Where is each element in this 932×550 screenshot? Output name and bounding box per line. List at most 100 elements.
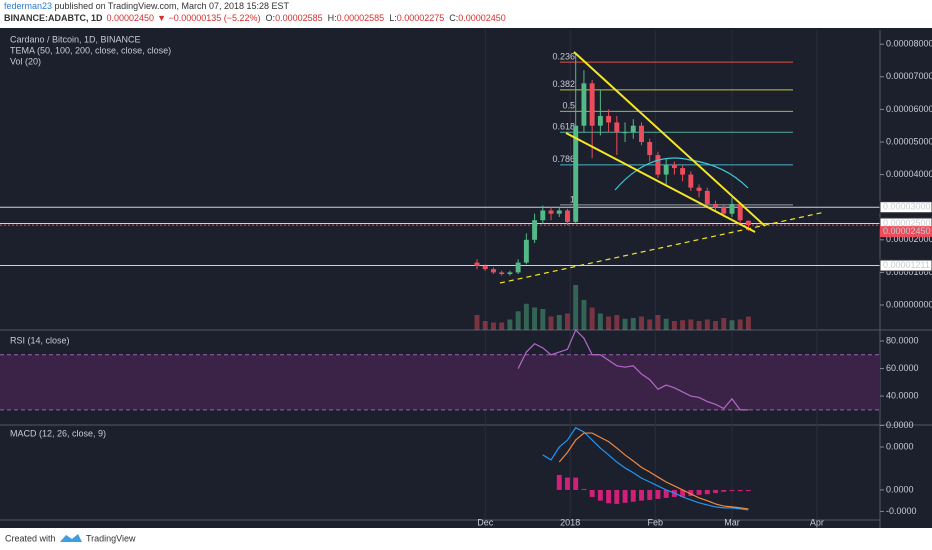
candle-body: [490, 269, 496, 273]
macd-histogram-bar: [737, 489, 743, 492]
macd-histogram-bar: [704, 489, 710, 495]
candle-body: [474, 262, 480, 266]
rsi-band: [0, 354, 880, 410]
price-box-label: 0.00001211: [883, 260, 930, 270]
volume-bar: [639, 316, 644, 330]
volume-bar: [688, 319, 694, 330]
macd-histogram-bar: [680, 489, 686, 497]
macd-histogram-bar: [589, 489, 595, 497]
y-tick-label: 60.0000: [886, 363, 919, 373]
indicator-label: Vol (20): [10, 56, 41, 66]
fib-label: 0.236: [552, 52, 575, 62]
volume-bar: [721, 318, 727, 330]
volume-bar: [663, 318, 669, 330]
fib-label: 1: [570, 194, 575, 204]
macd-histogram-bar: [614, 489, 620, 504]
logo: [60, 534, 82, 542]
candle-body: [729, 203, 735, 214]
y-tick-label: 0.00004000: [886, 169, 932, 179]
candle-body: [614, 122, 620, 133]
volume-bar: [713, 321, 718, 330]
candle-body: [515, 262, 521, 273]
ohlc-value: 0.00002275: [397, 13, 445, 23]
y-tick-label: 0.00005000: [886, 136, 932, 146]
footer-brand[interactable]: TradingView: [86, 533, 136, 543]
published: published on TradingView.com, March 07, …: [52, 1, 289, 11]
candle-body: [639, 125, 644, 143]
y-tick-label: 0.0000: [886, 484, 914, 494]
volume-bar: [540, 309, 546, 330]
macd-histogram-bar: [721, 489, 727, 492]
macd-histogram-bar: [745, 489, 751, 491]
macd-histogram-bar: [581, 488, 587, 490]
candle-body: [696, 187, 702, 191]
x-tick-label: 2018: [560, 517, 580, 527]
volume-bar: [622, 318, 628, 330]
volume-bar: [655, 315, 661, 330]
ohlc-value: 0.00002585: [337, 13, 385, 23]
candle-body: [680, 168, 686, 175]
price-box: [879, 259, 932, 272]
header-line: federman23 published on TradingView.com,…: [4, 1, 290, 11]
volume-bar: [745, 316, 751, 330]
candle-body: [507, 272, 513, 275]
price-box-label: 0.00003000: [883, 202, 931, 212]
footer-bar: [0, 528, 932, 550]
candle-body: [745, 220, 751, 226]
ohlc-value: 0.00002450: [458, 13, 506, 23]
ohlc-label: H:: [328, 13, 337, 23]
volume-bar: [523, 303, 529, 330]
candle-body: [655, 155, 661, 175]
author[interactable]: federman23: [4, 1, 52, 11]
fib-label: 0.618: [552, 122, 575, 132]
y-tick-label: 0.00007000: [886, 71, 932, 81]
volume-bar: [548, 316, 554, 330]
volume-bar: [729, 320, 735, 330]
candle-body: [573, 125, 579, 222]
last: 0.00002450: [107, 13, 155, 23]
rsi-line: [517, 328, 749, 411]
macd-histogram-bar: [622, 489, 628, 503]
wedge-line: [565, 132, 756, 233]
candle-body: [540, 210, 546, 221]
candle-body: [671, 164, 677, 169]
volume-bar: [614, 315, 620, 330]
volume-bar: [556, 315, 562, 330]
ohlc-label: C:: [449, 13, 458, 23]
candle-body: [737, 203, 743, 221]
volume-bar: [671, 321, 677, 330]
volume-bar: [647, 319, 653, 330]
candle-body: [548, 210, 554, 214]
macd-histogram-bar: [565, 477, 570, 490]
candle-body: [647, 142, 653, 156]
volume-bar: [589, 307, 595, 330]
quote-line: BINANCE:ADABTC, 1D 0.00002450 ▼ −0.0000013…: [4, 13, 506, 23]
last-price-label: 0.00002450: [883, 226, 931, 236]
candle-body: [589, 83, 595, 126]
macd-histogram-bar: [573, 477, 579, 490]
volume-bar: [581, 300, 587, 330]
volume-bar: [515, 311, 521, 330]
x-tick-label: Dec: [477, 517, 494, 527]
candle-body: [630, 125, 636, 133]
y-tick-label: 0.0000: [886, 420, 914, 430]
candle-body: [499, 272, 505, 275]
change: ▼ −0.00000135 (−5.22%): [157, 13, 260, 23]
fib-label: 0.786: [552, 154, 575, 164]
x-tick-label: Mar: [724, 517, 740, 527]
macd-histogram-bar: [606, 489, 612, 504]
macd-histogram-bar: [597, 489, 603, 501]
candle-body: [713, 203, 718, 208]
candle-body: [622, 132, 628, 134]
header-bar: [0, 0, 932, 28]
candle-body: [581, 83, 587, 126]
macd-histogram-bar: [639, 489, 644, 501]
volume-bar: [696, 321, 702, 330]
ohlc-label: L:: [389, 13, 397, 23]
wedge-line: [573, 51, 766, 227]
trend-line: [499, 211, 826, 284]
macd-histogram-bar: [630, 489, 636, 502]
y-tick-label: 0.00002000: [886, 234, 932, 244]
volume-bar: [474, 315, 480, 330]
y-tick-label: 40.0000: [886, 390, 919, 400]
